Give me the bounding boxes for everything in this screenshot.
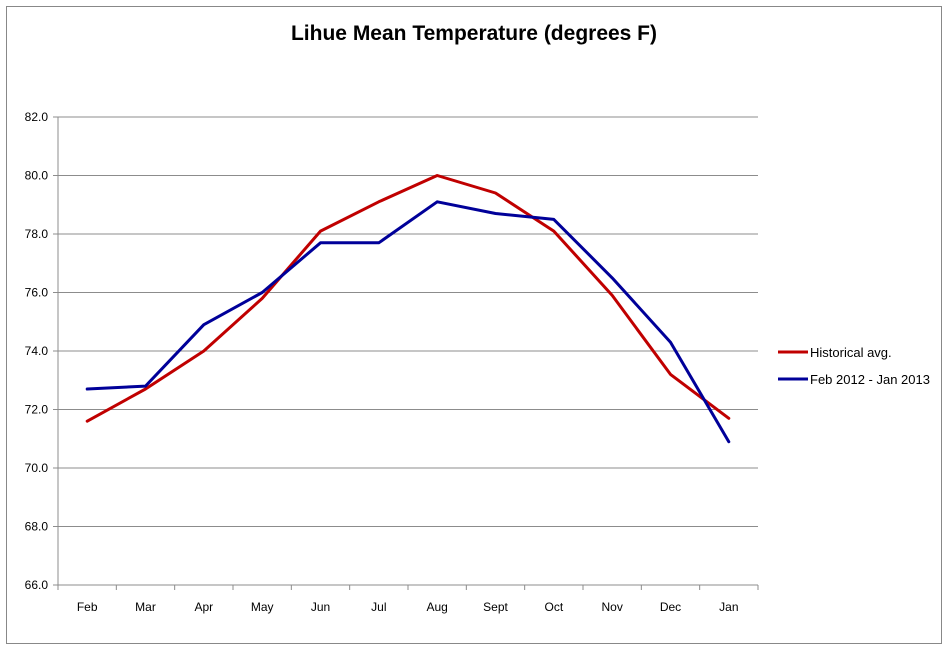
x-tick-label: Nov <box>601 600 622 614</box>
y-tick-label: 68.0 <box>25 520 49 534</box>
y-tick-label: 72.0 <box>25 403 49 417</box>
x-tick-label: Jul <box>371 600 386 614</box>
x-tick-label: Sept <box>483 600 508 614</box>
x-tick-label: Dec <box>660 600 681 614</box>
y-tick-label: 74.0 <box>25 344 49 358</box>
x-tick-label: Oct <box>544 600 563 614</box>
x-tick-label: Mar <box>135 600 156 614</box>
legend-label-1: Historical avg. <box>810 345 892 360</box>
x-tick-label: May <box>251 600 274 614</box>
y-tick-label: 78.0 <box>25 227 49 241</box>
x-tick-label: Apr <box>194 600 213 614</box>
y-tick-label: 76.0 <box>25 286 49 300</box>
chart-frame <box>6 6 942 644</box>
y-tick-label: 82.0 <box>25 110 49 124</box>
legend-label-2: Feb 2012 - Jan 2013 <box>810 372 930 387</box>
x-tick-label: Jun <box>311 600 330 614</box>
series-line-2 <box>85 200 731 444</box>
x-tick-label: Feb <box>77 600 98 614</box>
x-tick-label: Aug <box>426 600 447 614</box>
y-tick-label: 66.0 <box>25 578 49 592</box>
chart-title: Lihue Mean Temperature (degrees F) <box>290 22 658 45</box>
y-tick-label: 80.0 <box>25 169 49 183</box>
x-tick-label: Jan <box>719 600 738 614</box>
y-tick-label: 70.0 <box>25 461 49 475</box>
series-line-1 <box>85 174 731 423</box>
